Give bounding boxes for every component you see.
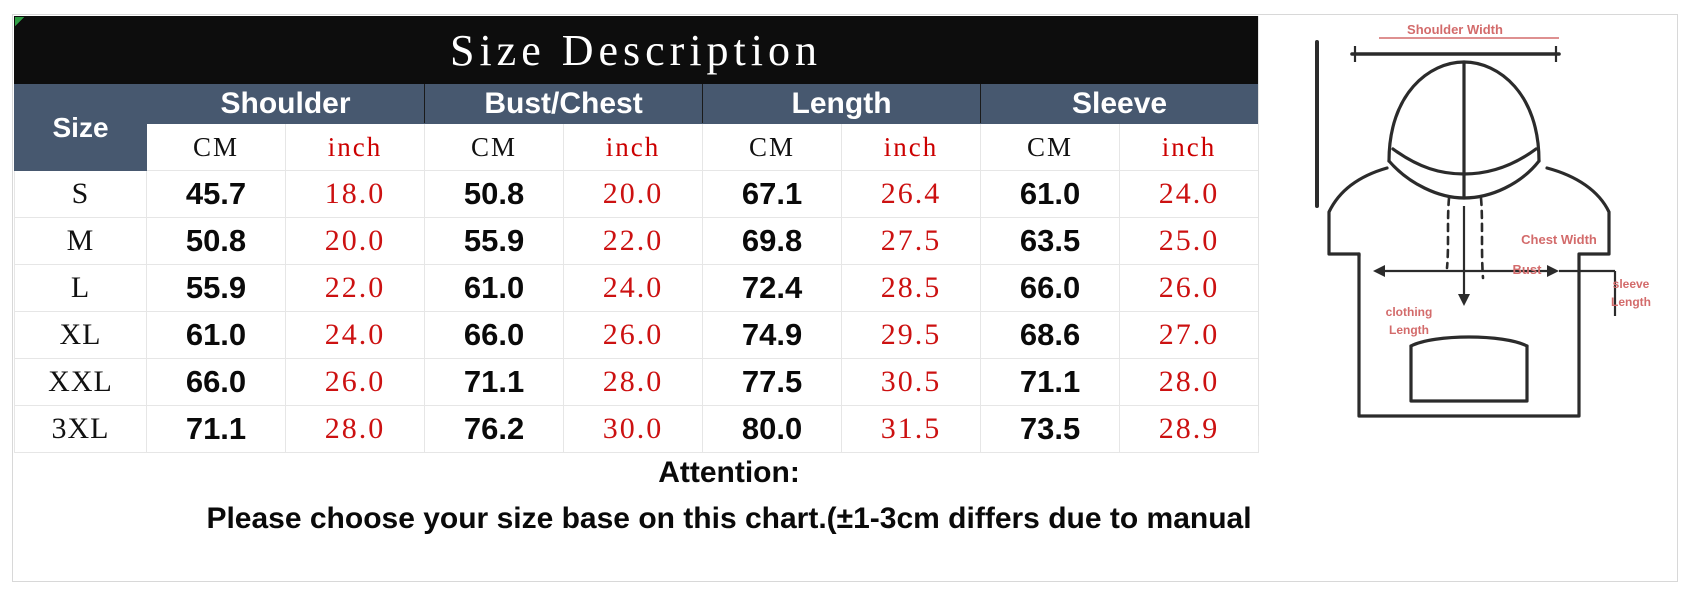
cell-sleeve-cm: 63.5 [980,217,1121,265]
cell-sleeve-inch: 28.0 [1119,358,1260,406]
unit-header-length-cm: CM [702,123,843,171]
table-row: XL 61.0 24.0 66.0 26.0 74.9 29.5 68.6 27… [14,311,1260,359]
cell-size: S [14,170,147,218]
table-body: S 45.7 18.0 50.8 20.0 67.1 26.4 61.0 24.… [14,170,1260,453]
cell-sleeve-inch: 24.0 [1119,170,1260,218]
unit-header-sleeve-inch: inch [1119,123,1260,171]
unit-header-bust-inch: inch [563,123,704,171]
cell-size: XL [14,311,147,359]
cell-shoulder-cm: 50.8 [146,217,286,265]
cell-shoulder-cm: 66.0 [146,358,286,406]
cell-bust-cm: 50.8 [424,170,565,218]
table-row: XXL 66.0 26.0 71.1 28.0 77.5 30.5 71.1 2… [14,358,1260,406]
cell-bust-inch: 28.0 [563,358,704,406]
cell-length-inch: 29.5 [841,311,982,359]
unit-header-shoulder-cm: CM [146,123,286,171]
cell-length-cm: 80.0 [702,405,843,453]
cell-bust-cm: 66.0 [424,311,565,359]
cell-sleeve-cm: 73.5 [980,405,1121,453]
cell-bust-cm: 61.0 [424,264,565,312]
cell-shoulder-inch: 22.0 [284,264,426,312]
label-clothing-length-2: Length [1389,323,1429,337]
cell-size: 3XL [14,405,147,453]
cell-length-inch: 31.5 [841,405,982,453]
garment-diagram: Shoulder Width Chest Width Bust clothing… [1258,16,1667,436]
unit-header-shoulder-inch: inch [284,123,426,171]
cell-sleeve-inch: 27.0 [1119,311,1260,359]
table-unit-header-row: CM inch CM inch CM inch CM inch [15,123,1260,171]
attention-heading: Attention: [658,456,800,489]
cell-sleeve-inch: 25.0 [1119,217,1260,265]
table-row: M 50.8 20.0 55.9 22.0 69.8 27.5 63.5 25.… [14,217,1260,265]
unit-header-sleeve-cm: CM [980,123,1121,171]
cell-bust-cm: 55.9 [424,217,565,265]
cell-bust-inch: 22.0 [563,217,704,265]
label-chest-width: Chest Width [1521,232,1597,247]
attention-note: Please choose your size base on this cha… [206,502,1252,535]
cell-shoulder-inch: 26.0 [284,358,426,406]
attention-block: Attention: Please choose your size base … [14,452,1444,536]
table-row: 3XL 71.1 28.0 76.2 30.0 80.0 31.5 73.5 2… [14,405,1260,453]
unit-header-length-inch: inch [841,123,982,171]
label-sleeve-length-2: Length [1611,295,1651,309]
table-row: L 55.9 22.0 61.0 24.0 72.4 28.5 66.0 26.… [14,264,1260,312]
cell-length-cm: 67.1 [702,170,843,218]
cell-bust-inch: 20.0 [563,170,704,218]
cell-shoulder-cm: 55.9 [146,264,286,312]
table-group-header-row: Size Shoulder Bust/Chest Length Sleeve [14,84,1260,171]
title-bar: Size Description [14,16,1258,84]
cell-length-cm: 74.9 [702,311,843,359]
column-header-size: Size [14,84,147,171]
label-shoulder-width: Shoulder Width [1407,22,1503,37]
cell-sleeve-inch: 28.9 [1119,405,1260,453]
cell-length-cm: 77.5 [702,358,843,406]
cell-shoulder-cm: 71.1 [146,405,286,453]
column-group-bust-chest: Bust/Chest [424,84,704,124]
unit-header-bust-cm: CM [424,123,565,171]
page-title: Size Description [449,25,823,75]
column-group-length: Length [702,84,982,124]
cell-length-inch: 28.5 [841,264,982,312]
cell-sleeve-cm: 71.1 [980,358,1121,406]
cell-shoulder-inch: 28.0 [284,405,426,453]
cell-sleeve-cm: 68.6 [980,311,1121,359]
cell-bust-cm: 76.2 [424,405,565,453]
cell-length-cm: 72.4 [702,264,843,312]
cell-bust-inch: 30.0 [563,405,704,453]
label-bust: Bust [1513,262,1543,277]
column-group-sleeve: Sleeve [980,84,1260,124]
cell-shoulder-cm: 45.7 [146,170,286,218]
cell-sleeve-cm: 66.0 [980,264,1121,312]
label-clothing-length: clothing [1386,305,1433,319]
cell-size: M [14,217,147,265]
cell-bust-inch: 24.0 [563,264,704,312]
cell-shoulder-inch: 24.0 [284,311,426,359]
cell-size: XXL [14,358,147,406]
column-group-shoulder: Shoulder [145,84,426,124]
cell-length-inch: 26.4 [841,170,982,218]
size-table: Size Shoulder Bust/Chest Length Sleeve C… [14,84,1260,453]
cell-bust-inch: 26.0 [563,311,704,359]
cell-length-inch: 30.5 [841,358,982,406]
cell-shoulder-cm: 61.0 [146,311,286,359]
cell-size: L [14,264,147,312]
cell-sleeve-cm: 61.0 [980,170,1121,218]
cell-shoulder-inch: 20.0 [284,217,426,265]
corner-marker-icon [15,17,24,26]
cell-shoulder-inch: 18.0 [284,170,426,218]
cell-length-cm: 69.8 [702,217,843,265]
label-sleeve-length: sleeve [1613,277,1650,291]
cell-sleeve-inch: 26.0 [1119,264,1260,312]
table-row: S 45.7 18.0 50.8 20.0 67.1 26.4 61.0 24.… [14,170,1260,218]
cell-length-inch: 27.5 [841,217,982,265]
cell-bust-cm: 71.1 [424,358,565,406]
hoodie-illustration: Shoulder Width Chest Width Bust clothing… [1315,22,1651,418]
